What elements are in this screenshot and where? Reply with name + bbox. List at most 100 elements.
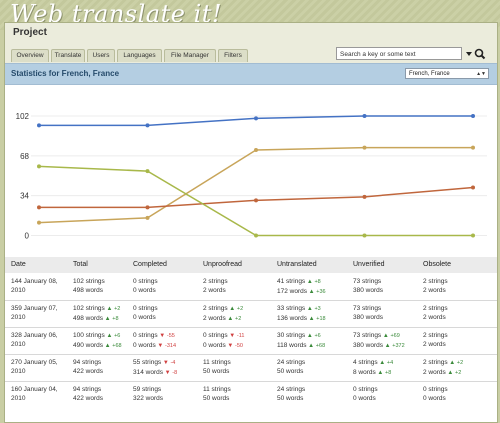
untranslated-line: 50 words (277, 394, 305, 403)
change-value: +6 (314, 333, 321, 339)
obsolete-value: 2 strings (423, 332, 448, 339)
change-indicator: ▲ +8 (305, 279, 321, 285)
obsolete-value: 2 words (423, 314, 446, 321)
change-indicator: ▼ -50 (226, 343, 243, 349)
change-indicator: ▼ -8 (163, 370, 178, 376)
change-value: +2 (236, 306, 244, 312)
tab-users[interactable]: Users (87, 49, 115, 62)
y-tick-label: 68 (20, 152, 29, 161)
change-value: +69 (390, 333, 400, 339)
change-value: +36 (316, 289, 326, 295)
data-point-unproofread (471, 233, 475, 238)
total-value: 422 words (73, 368, 103, 375)
completed-value: 322 words (133, 395, 163, 402)
untranslated-value: 50 words (277, 395, 304, 402)
change-indicator: ▼ -4 (161, 360, 176, 366)
chevron-down-icon (466, 52, 472, 56)
unverified-value: 380 words (353, 287, 383, 294)
unverified-value: 380 words (353, 314, 383, 321)
unverified-line: 380 words ▲ +372 (353, 341, 405, 351)
date-line: 328 January 06, (11, 332, 58, 339)
change-indicator: ▲ +2 (227, 306, 244, 312)
completed-value: 0 words (133, 287, 156, 294)
untranslated-cell: 41 strings ▲ +8 172 words ▲ +36 (277, 277, 326, 297)
series-line-unverified (39, 186, 474, 209)
completed-line: 0 words ▼ -314 (133, 341, 176, 351)
project-panel: Project Overview Translate Users Languag… (4, 22, 498, 423)
arrow-up-icon: ▲ (381, 333, 391, 339)
arrow-up-icon: ▲ (305, 279, 315, 285)
arrow-up-icon: ▲ (306, 343, 316, 349)
tab-overview[interactable]: Overview (11, 49, 49, 62)
change-value: +8 (385, 370, 392, 376)
untranslated-cell: 24 strings 50 words (277, 385, 305, 403)
untranslated-cell: 30 strings ▲ +6 118 words ▲ +68 (277, 331, 325, 351)
total-value: 498 words (73, 315, 103, 322)
unproofread-value: 2 strings (203, 305, 228, 312)
obsolete-line: 2 strings (423, 277, 448, 286)
change-indicator: ▼ -55 (158, 333, 175, 339)
unproofread-value: 50 words (203, 395, 230, 402)
change-indicator: ▼ -11 (228, 333, 244, 339)
untranslated-value: 24 strings (277, 359, 306, 366)
completed-line: 0 strings ▼ -55 (133, 331, 176, 341)
data-point-unverified (37, 205, 41, 210)
tab-filters[interactable]: Filters (218, 49, 248, 62)
obsolete-value: 2 words (423, 287, 446, 294)
unverified-line: 380 words (353, 313, 383, 322)
tab-file-manager[interactable]: File Manager (164, 49, 216, 62)
unproofread-line: 2 words (203, 286, 228, 295)
untranslated-line: 33 strings ▲ +3 (277, 304, 326, 314)
chart-series (37, 114, 475, 238)
obsolete-value: 2 strings (423, 305, 448, 312)
date-line: 359 January 07, (11, 305, 58, 312)
unverified-line: 73 strings (353, 277, 383, 286)
search-button[interactable] (465, 47, 487, 61)
total-cell: 94 strings 422 words (73, 385, 103, 403)
untranslated-line: 41 strings ▲ +8 (277, 277, 326, 287)
date-line: 144 January 08, (11, 278, 58, 285)
unproofread-line: 11 strings (203, 358, 231, 367)
date-cell: 144 January 08, 2010 (11, 277, 58, 295)
chart-grid (31, 115, 487, 236)
tab-translate[interactable]: Translate (51, 49, 85, 62)
change-value: +372 (392, 343, 405, 349)
completed-value: 0 words (133, 342, 156, 349)
completed-line: 0 words (133, 313, 158, 322)
completed-value: 0 words (133, 314, 156, 321)
completed-line: 0 strings (133, 277, 158, 286)
data-point-unproofread (254, 233, 258, 238)
data-point-untranslated (362, 145, 367, 150)
date-line: 2010 (11, 368, 26, 375)
header-unverified: Unverified (353, 261, 385, 268)
search-input[interactable]: Search a key or some text (336, 47, 462, 60)
date-line: 2010 (11, 287, 26, 294)
arrow-up-icon: ▲ (103, 343, 113, 349)
locale-select[interactable]: French, France ▲▼ (405, 68, 489, 79)
change-value: -4 (170, 360, 176, 366)
series-line-untranslated (38, 146, 473, 224)
search-icon (474, 48, 486, 60)
obsolete-value: 2 strings (423, 359, 448, 366)
tab-languages[interactable]: Languages (117, 49, 162, 62)
completed-line: 322 words (133, 394, 163, 403)
unverified-value: 73 strings (353, 278, 382, 285)
unverified-line: 0 strings (353, 385, 378, 394)
data-point-unverified (471, 185, 475, 190)
unproofread-line: 50 words (203, 394, 231, 403)
unverified-line: 8 words ▲ +8 (353, 368, 393, 378)
total-line: 102 strings ▲ +2 (73, 304, 120, 314)
header-untranslated: Untranslated (277, 261, 317, 268)
table-row: 328 January 06, 2010 100 strings ▲ +6 490 w… (5, 327, 497, 355)
arrow-up-icon: ▲ (445, 370, 456, 376)
unproofread-value: 2 strings (203, 278, 228, 285)
completed-cell: 0 strings 0 words (133, 277, 158, 295)
arrow-up-icon: ▲ (227, 306, 237, 312)
untranslated-value: 172 words (277, 288, 307, 295)
date-line: 2010 (11, 341, 26, 348)
obsolete-value: 0 strings (423, 386, 448, 393)
statistics-chart: 0 34 68 102 (16, 112, 487, 240)
data-point-completed (37, 123, 41, 128)
unproofread-value: 0 words (203, 342, 226, 349)
change-indicator: ▲ +8 (103, 316, 119, 322)
